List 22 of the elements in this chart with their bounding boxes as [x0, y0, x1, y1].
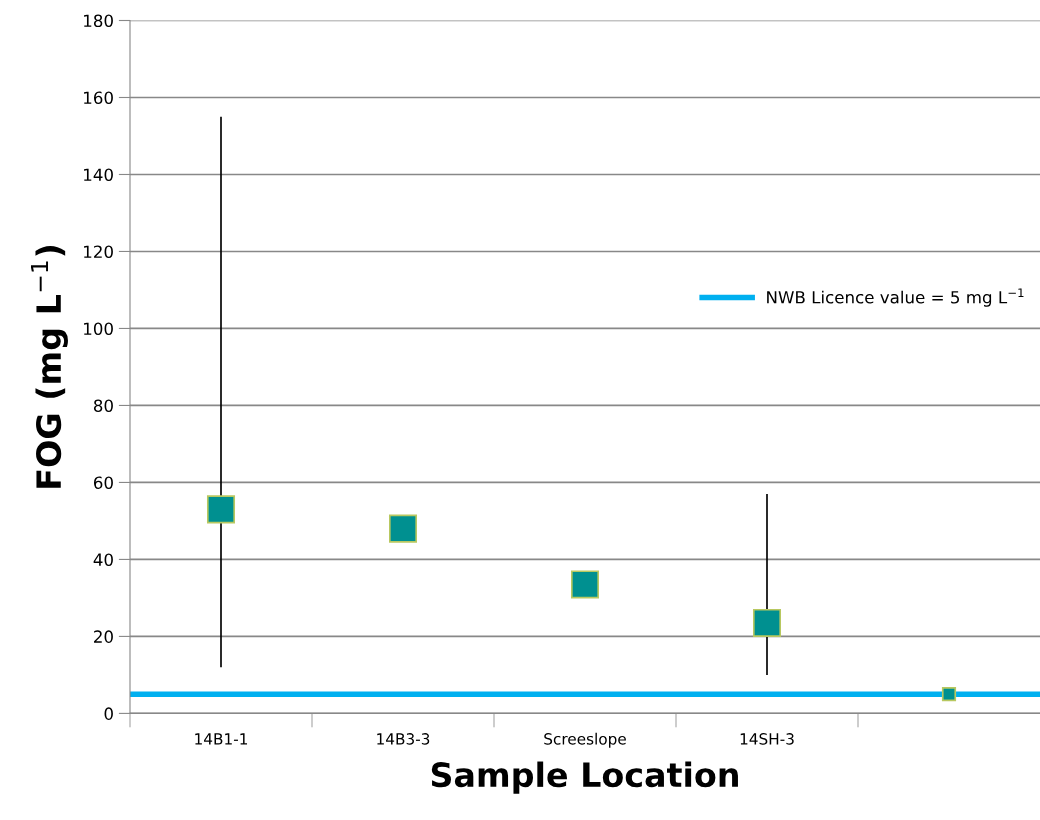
y-tick-label: 80	[93, 399, 113, 413]
y-tick-label: 60	[93, 476, 113, 489]
y-tick-label: 140	[84, 168, 113, 182]
y-tick-label: 160	[84, 91, 113, 105]
y-tick-label: 0	[104, 707, 113, 720]
x-tick-label: 14SH-3	[740, 733, 794, 745]
y-tick-label: 100	[84, 322, 113, 336]
x-tick-label: Screeslope	[544, 732, 626, 748]
x-axis-title: Sample Location	[431, 761, 738, 794]
point	[388, 514, 418, 543]
point	[206, 495, 236, 524]
y-tick-label: 120	[84, 245, 113, 259]
y-tick-label: 180	[84, 14, 113, 28]
point	[941, 687, 957, 702]
y-tick-label: 40	[93, 553, 113, 566]
y-axis-title: FOG (mg L$^{−1}$)	[30, 246, 68, 488]
y-tick-label: 20	[94, 630, 113, 643]
x-tick-label: 14B1-1	[195, 733, 248, 745]
x-tick-label: 14B3-3	[377, 733, 430, 745]
point	[752, 608, 782, 637]
point	[570, 570, 600, 599]
legend-label: NWB Licence value = 5 mg L$^{−1}$	[767, 288, 1024, 307]
